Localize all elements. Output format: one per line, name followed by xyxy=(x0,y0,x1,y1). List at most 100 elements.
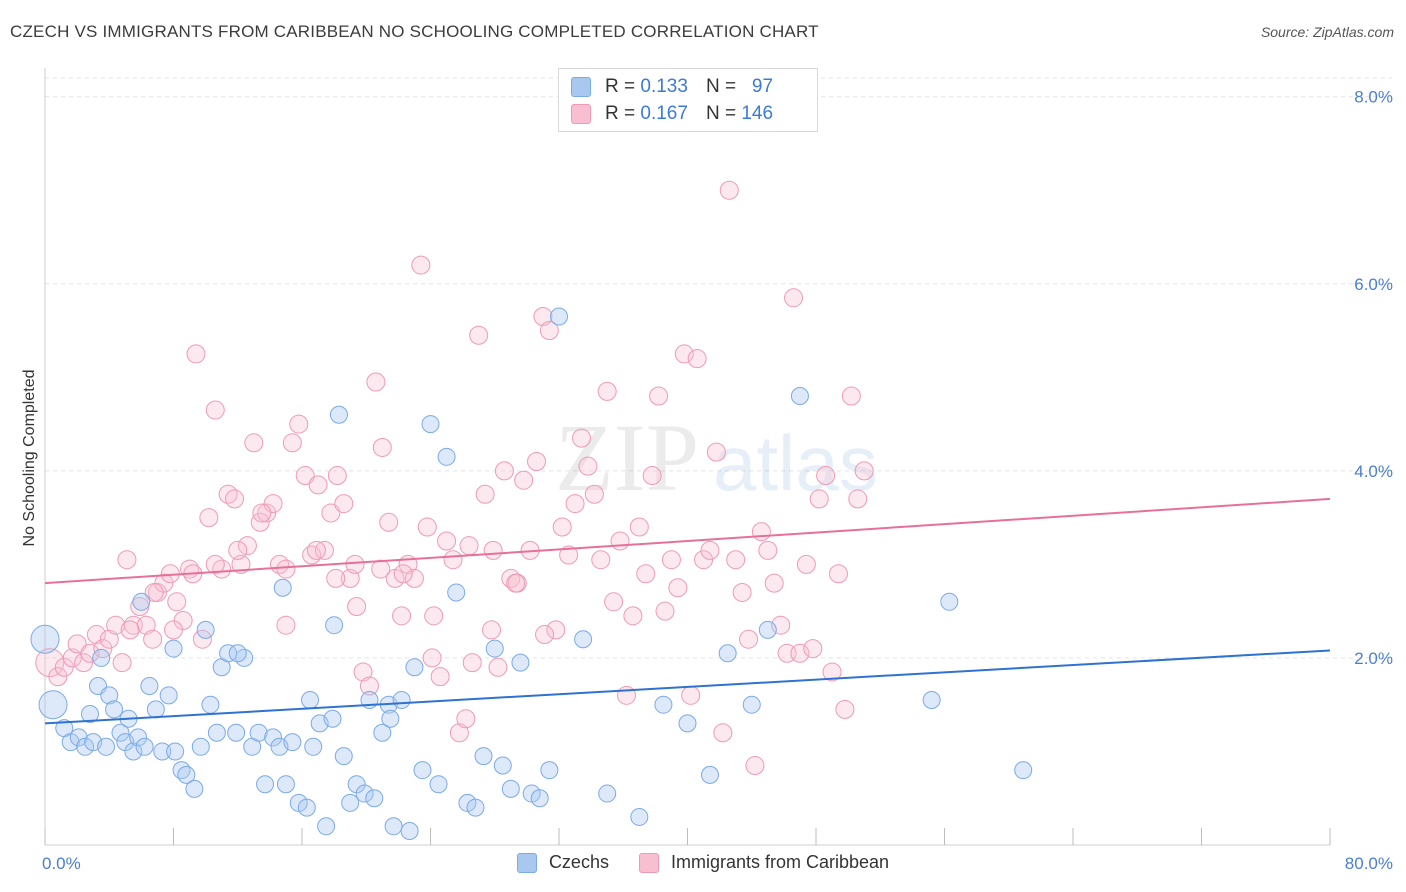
caribbean-point xyxy=(117,550,137,570)
caribbean-point xyxy=(443,550,463,570)
caribbean-point xyxy=(136,615,156,635)
czech-point xyxy=(297,798,316,817)
caribbean-point xyxy=(430,667,450,687)
caribbean-point xyxy=(719,180,739,200)
czech-point xyxy=(598,784,617,803)
czech-point xyxy=(700,765,719,784)
czech-point xyxy=(574,630,593,649)
caribbean-point xyxy=(739,629,759,649)
caribbean-point xyxy=(623,606,643,626)
y-tick-label: 6.0% xyxy=(1354,275,1393,294)
czech-point xyxy=(392,691,411,710)
czech-point xyxy=(135,737,154,756)
caribbean-point xyxy=(371,559,391,579)
caribbean-point xyxy=(694,550,714,570)
bottom-legend-caribbean: Immigrants from Caribbean xyxy=(638,852,889,873)
caribbean-point xyxy=(231,554,251,574)
caribbean-point xyxy=(636,564,656,584)
caribbean-point xyxy=(345,554,365,574)
caribbean-point xyxy=(252,503,272,523)
caribbean-point xyxy=(462,653,482,673)
czech-point xyxy=(790,387,809,406)
caribbean-point xyxy=(713,723,733,743)
caribbean-point xyxy=(295,466,315,486)
czech-point xyxy=(164,639,183,658)
bottom-legend: Czechs Immigrants from Caribbean xyxy=(0,852,1406,873)
caribbean-point xyxy=(205,400,225,420)
caribbean-point xyxy=(565,494,585,514)
legend: R = 0.133 N = 97 R = 0.167 N = 146 xyxy=(558,68,818,132)
caribbean-point xyxy=(225,489,245,509)
czech-point xyxy=(421,415,440,434)
czech-point xyxy=(249,723,268,742)
caribbean-point xyxy=(424,606,444,626)
czech-point xyxy=(283,733,302,752)
caribbean-point xyxy=(326,568,346,588)
caribbean-point xyxy=(764,573,784,593)
y-tick-label: 8.0% xyxy=(1354,88,1393,107)
caribbean-point xyxy=(257,503,277,523)
caribbean-point xyxy=(655,601,675,621)
caribbean-point xyxy=(841,386,861,406)
legend-swatch-czechs xyxy=(571,77,591,97)
caribbean-point xyxy=(86,625,106,645)
czech-point xyxy=(325,616,344,635)
czech-point xyxy=(69,728,88,747)
caribbean-point xyxy=(578,456,598,476)
czech-point xyxy=(273,578,292,597)
caribbean-point xyxy=(642,466,662,486)
caribbean-point xyxy=(449,723,469,743)
caribbean-point xyxy=(848,489,868,509)
czech-point xyxy=(132,592,151,611)
czech-point xyxy=(940,592,959,611)
caribbean-point xyxy=(475,484,495,504)
caribbean-point xyxy=(120,620,140,640)
caribbean-point xyxy=(276,615,296,635)
caribbean-point xyxy=(687,349,707,369)
czech-point xyxy=(365,789,384,808)
czech-point xyxy=(201,695,220,714)
caribbean-point xyxy=(393,564,413,584)
bottom-legend-swatch-czechs xyxy=(516,852,537,873)
caribbean-point xyxy=(306,540,326,560)
caribbean-point xyxy=(417,517,437,537)
czech-point xyxy=(111,723,130,742)
czech-point xyxy=(153,742,172,761)
caribbean-point xyxy=(803,639,823,659)
czech-point xyxy=(100,686,119,705)
watermark-atlas: atlas xyxy=(713,419,878,507)
x-tick-label-max: 80.0% xyxy=(1345,854,1393,873)
czech-point xyxy=(630,807,649,826)
czech-point xyxy=(317,817,336,836)
legend-row-caribbean: R = 0.167 N = 146 xyxy=(571,101,773,127)
caribbean-point xyxy=(732,582,752,602)
caribbean-point xyxy=(835,699,855,719)
czech-point xyxy=(323,709,342,728)
caribbean-point xyxy=(681,685,701,705)
caribbean-point xyxy=(289,414,309,434)
czech-point xyxy=(92,648,111,667)
caribbean-point xyxy=(790,643,810,663)
caribbean-point xyxy=(327,466,347,486)
caribbean-point xyxy=(228,540,248,560)
caribbean-point xyxy=(199,508,219,528)
czech-point xyxy=(384,817,403,836)
caribbean-point xyxy=(192,629,212,649)
czech-point xyxy=(166,742,185,761)
caribbean-trend-line xyxy=(44,497,1331,585)
czech-point xyxy=(511,653,530,672)
czech-point xyxy=(413,761,432,780)
caribbean-point xyxy=(411,255,431,275)
czech-point xyxy=(474,747,493,766)
czech-point xyxy=(304,737,323,756)
czech-point xyxy=(30,624,60,654)
caribbean-point xyxy=(584,484,604,504)
czech-point xyxy=(922,691,941,710)
czech-point xyxy=(373,723,392,742)
legend-r-label: R = xyxy=(605,76,636,97)
caribbean-point xyxy=(816,466,836,486)
legend-r-value-czechs: 0.133 xyxy=(640,76,688,97)
czech-point xyxy=(405,658,424,677)
caribbean-point xyxy=(514,470,534,490)
caribbean-point xyxy=(661,550,681,570)
